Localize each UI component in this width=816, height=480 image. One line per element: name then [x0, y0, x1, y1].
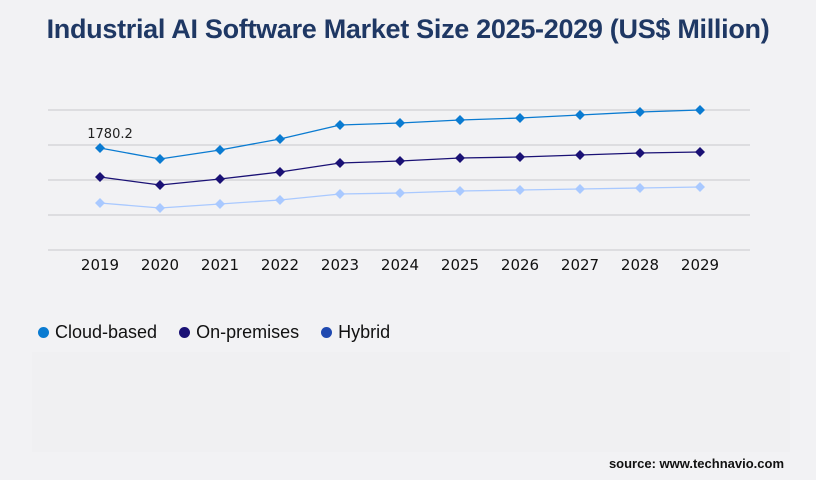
data-point [95, 142, 105, 153]
legend-item-cloud-based[interactable]: Cloud-based [38, 322, 157, 343]
data-point [635, 147, 645, 158]
data-point [275, 133, 285, 144]
x-tick-label: 2028 [621, 256, 659, 274]
data-point [695, 105, 705, 115]
x-tick-label: 2027 [561, 256, 599, 274]
legend-marker-icon [321, 327, 333, 338]
data-point [455, 114, 465, 125]
data-point [695, 182, 705, 193]
legend-label: Hybrid [338, 322, 391, 342]
data-point [215, 145, 225, 155]
legend-label: Cloud-based [55, 322, 158, 342]
data-point [635, 107, 645, 118]
legend: Cloud-based On-premises Hybrid [38, 322, 390, 343]
x-tick-label: 2021 [201, 256, 239, 274]
data-point [575, 109, 585, 120]
x-tick-label: 2019 [81, 256, 119, 274]
data-point [335, 120, 345, 131]
data-point [515, 185, 525, 195]
line-chart: 2019 2020 2021 2022 2023 2024 2025 2026 2027 2028… [48, 105, 750, 274]
data-point [275, 194, 285, 205]
source-text: source: www.technavio.com [608, 456, 784, 471]
data-point [395, 118, 405, 129]
data-point [95, 171, 105, 182]
x-tick-label: 2023 [321, 256, 359, 274]
data-point [695, 147, 705, 158]
background-panel [32, 352, 790, 452]
data-point [155, 180, 165, 191]
data-point [155, 153, 165, 164]
data-point [455, 153, 465, 164]
x-tick-label: 2024 [381, 256, 419, 274]
data-label: 1780.2 [87, 127, 133, 142]
data-point [95, 198, 105, 209]
data-point [155, 202, 165, 213]
legend-marker-icon [179, 327, 191, 338]
data-point [395, 156, 405, 167]
x-tick-label: 2026 [501, 256, 539, 274]
legend-label: On-premises [196, 322, 300, 342]
x-tick-label: 2029 [681, 256, 719, 274]
data-point [515, 113, 525, 124]
data-point [575, 149, 585, 160]
legend-item-hybrid[interactable]: Hybrid [321, 322, 390, 343]
data-point [635, 182, 645, 193]
series-line [99, 109, 701, 160]
data-point [335, 158, 345, 169]
data-point [575, 183, 585, 194]
legend-marker-icon [38, 327, 49, 338]
data-point [215, 173, 225, 184]
data-point [275, 167, 285, 178]
data-point [215, 198, 225, 209]
data-point [515, 151, 525, 162]
data-point [455, 185, 465, 196]
x-tick-label: 2025 [441, 256, 479, 274]
x-tick-label: 2022 [261, 256, 299, 274]
x-tick-label: 2020 [141, 256, 179, 274]
data-point [335, 189, 345, 200]
chart-title: Industrial AI Software Market Size 2025-… [46, 14, 770, 44]
data-point [395, 187, 405, 198]
legend-item-on-premises[interactable]: On-premises [179, 322, 299, 343]
